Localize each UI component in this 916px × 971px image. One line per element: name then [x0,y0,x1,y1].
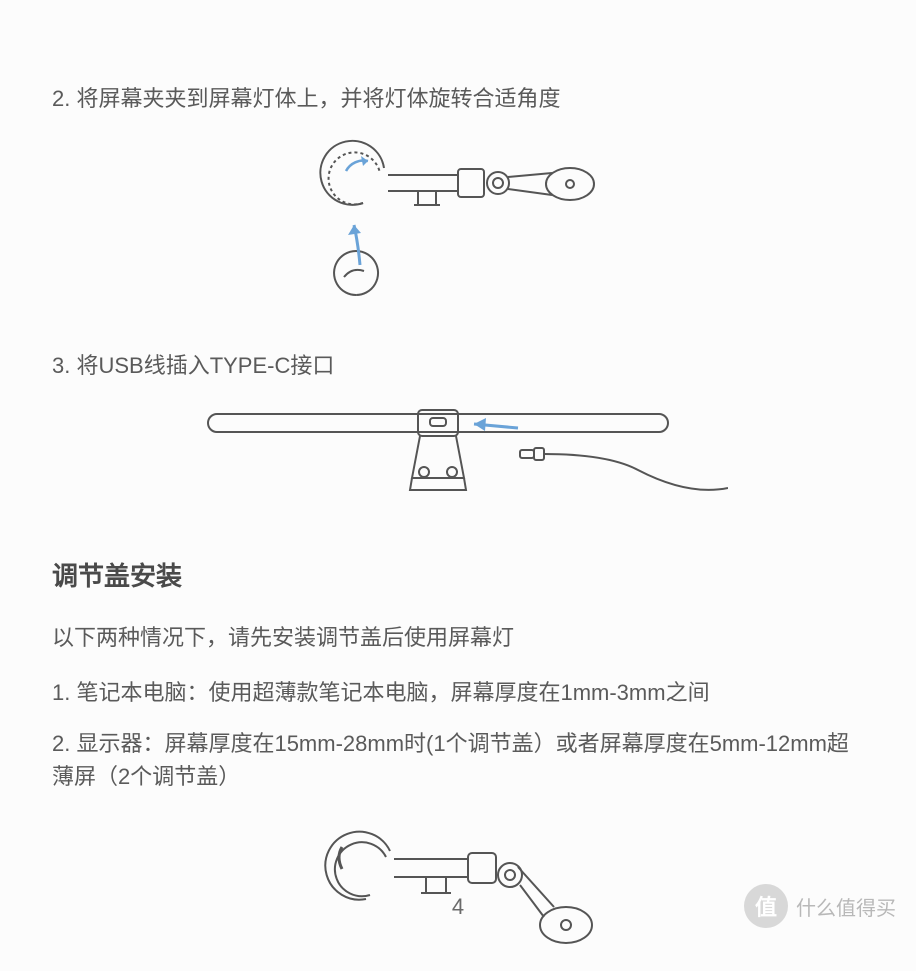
watermark: 值 什么值得买 [744,884,896,928]
section-case-1: 1. 笔记本电脑：使用超薄款笔记本电脑，屏幕厚度在1mm-3mm之间 [52,676,864,709]
section-case-2: 2. 显示器：屏幕厚度在15mm-28mm时(1个调节盖）或者屏幕厚度在5mm-… [52,727,864,793]
watermark-text: 什么值得买 [796,892,896,921]
step-2-text: 2. 将屏幕夹夹到屏幕灯体上，并将灯体旋转合适角度 [52,82,864,115]
watermark-badge-icon: 值 [744,884,788,928]
step-3-text: 3. 将USB线插入TYPE-C接口 [52,349,864,382]
step-2-diagram [52,133,864,313]
section-intro: 以下两种情况下，请先安装调节盖后使用屏幕灯 [52,621,864,654]
section-title: 调节盖安装 [52,556,864,593]
section-diagram [52,811,864,971]
step-3-diagram [52,400,864,520]
